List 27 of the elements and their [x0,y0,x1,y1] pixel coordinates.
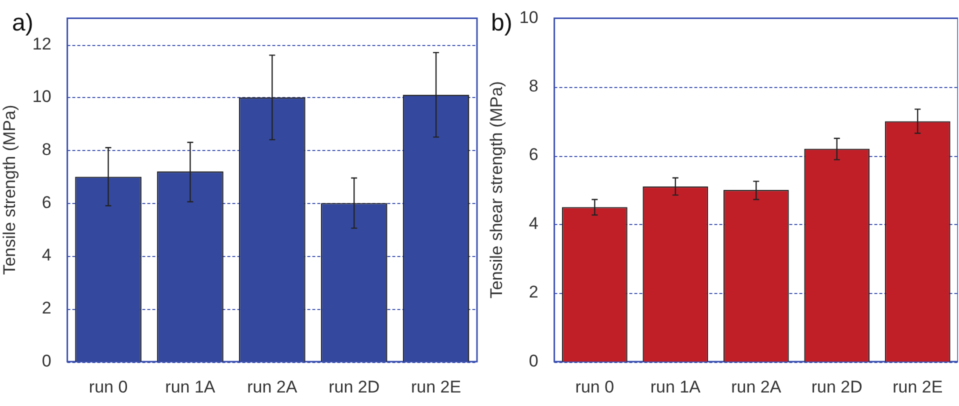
chart-title: a) [12,10,34,37]
x-tick-label: run 2E [410,377,462,396]
y-tick-label: 6 [42,192,52,212]
x-tick-label: run 1A [650,377,702,396]
y-tick-label: 8 [528,76,538,96]
y-tick-label: 0 [42,351,52,370]
y-tick-label: 6 [528,145,538,164]
x-tick-label: run 0 [575,377,614,396]
chart-title: b) [491,10,512,37]
y-tick-label: 4 [42,246,52,265]
x-tick-label: run 2A [247,377,298,396]
x-tick-label: run 0 [88,377,128,396]
x-tick-label: run 2A [731,377,782,396]
y-tick-label: 2 [528,282,538,302]
x-tick-label: run 2D [328,377,380,396]
y-tick-label: 10 [32,87,52,106]
x-tick-label: run 1A [165,377,216,396]
y-tick-label: 8 [42,140,52,159]
y-axis-title: Tensile shear strength (MPa) [486,81,506,299]
y-axis-title: Tensile strength (MPa) [0,104,19,275]
y-tick-label: 12 [32,34,52,54]
y-tick-label: 2 [42,298,52,318]
x-tick-label: run 2E [892,377,943,396]
y-tick-label: 4 [528,214,538,233]
y-tick-label: 10 [519,8,538,27]
x-tick-label: run 2D [811,377,862,396]
y-tick-label: 0 [528,351,538,370]
